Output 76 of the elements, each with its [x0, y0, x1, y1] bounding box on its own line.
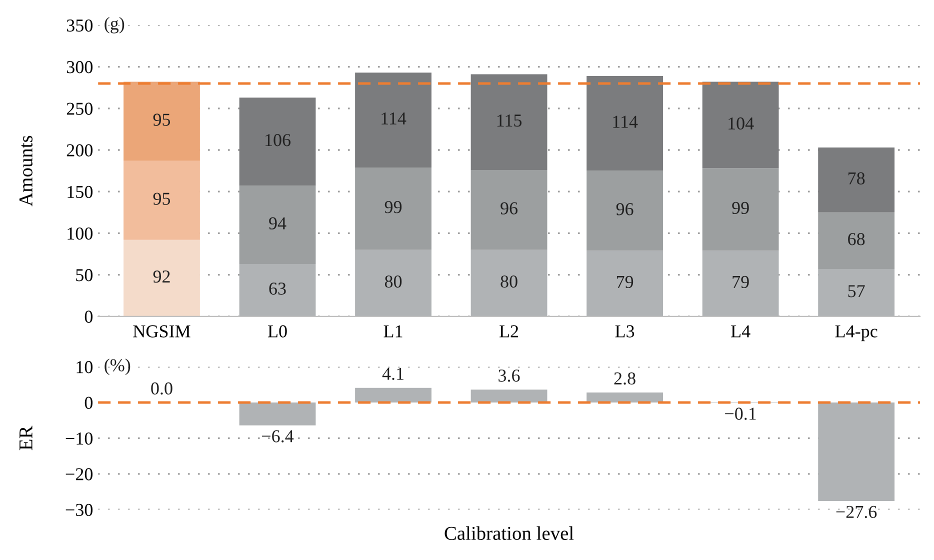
data-label: 115 [497, 114, 522, 127]
x-tick-label: L2 [500, 325, 518, 338]
data-label: 2.8 [614, 372, 636, 385]
bar [586, 170, 663, 251]
annotation: (%) [104, 358, 130, 375]
y-tick-label: −30 [66, 504, 93, 516]
bar [355, 388, 432, 402]
y-tick-label: 0 [84, 310, 93, 323]
data-label: 99 [384, 201, 402, 214]
data-label: 96 [500, 202, 518, 214]
y-tick-label: −10 [66, 432, 93, 445]
data-label: 79 [616, 276, 634, 288]
y-tick-label: 50 [76, 269, 93, 282]
data-label: 104 [728, 117, 754, 130]
x-tick-label: L0 [268, 325, 287, 338]
bar [355, 72, 432, 168]
bar [239, 402, 316, 426]
bar [818, 402, 895, 502]
data-label: 99 [732, 202, 749, 214]
data-label: 68 [848, 233, 865, 246]
bar [702, 250, 779, 316]
bar [355, 250, 432, 316]
data-label: 95 [153, 192, 170, 205]
bar [702, 82, 779, 168]
bar [586, 392, 663, 402]
data-label: 3.6 [498, 370, 520, 382]
annotation: (g) [104, 16, 124, 34]
data-label: 0.0 [151, 382, 172, 395]
data-label: −0.1 [725, 408, 756, 420]
bar [124, 82, 200, 161]
x-tick-label: L4-pc [835, 325, 878, 342]
y-tick-label: −20 [66, 468, 93, 480]
y-tick-label: 200 [66, 144, 93, 156]
data-label: 114 [613, 116, 638, 128]
y-tick-label: 100 [68, 227, 93, 240]
data-label: 92 [153, 270, 170, 283]
data-label: 114 [382, 112, 406, 124]
y-tick-label: 10 [76, 361, 93, 374]
bar [470, 74, 548, 170]
y-tick-label: 250 [66, 102, 93, 115]
data-label: 80 [384, 275, 402, 288]
data-label: 63 [269, 282, 286, 295]
bar [124, 240, 200, 316]
x-tick-label: NGSIM [133, 325, 190, 338]
y-axis-title: Amounts [19, 136, 32, 206]
bar [239, 264, 316, 316]
y-axis-title: ER [20, 426, 32, 450]
bar [818, 268, 895, 316]
data-label: 96 [616, 203, 634, 216]
y-tick-label: 350 [66, 19, 93, 32]
bar [586, 76, 663, 171]
x-tick-label: L4 [731, 325, 750, 338]
data-label: 95 [153, 114, 170, 126]
bar [470, 250, 548, 316]
bar [818, 212, 895, 269]
data-label: 80 [500, 275, 518, 288]
y-tick-label: 150 [68, 186, 93, 198]
x-tick-label: L1 [384, 325, 402, 338]
data-label: 4.1 [382, 368, 404, 380]
data-label: 57 [848, 285, 865, 298]
data-label: −6.4 [262, 430, 294, 442]
bar [124, 160, 200, 240]
data-label: 79 [732, 276, 749, 288]
data-label: −27.6 [836, 506, 877, 518]
x-tick-label: L3 [615, 325, 634, 338]
y-tick-label: 0 [84, 396, 93, 409]
bar [355, 167, 432, 250]
data-label: 106 [266, 134, 291, 146]
bar [470, 390, 548, 402]
bar [239, 98, 316, 186]
x-axis-title: Calibration level [444, 526, 574, 540]
bar [586, 250, 663, 316]
bar [818, 148, 895, 212]
data-label: 78 [848, 172, 865, 184]
data-label: 94 [269, 217, 286, 230]
y-tick-label: 300 [66, 61, 93, 74]
